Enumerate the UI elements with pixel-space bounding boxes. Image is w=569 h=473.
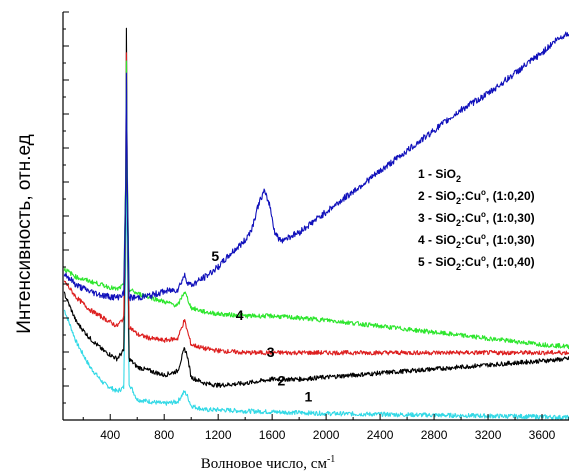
y-axis-label: Интенсивность, отн.ед: [14, 134, 35, 333]
series-4-line: [63, 60, 569, 350]
legend-entry-subscript: 2: [456, 196, 461, 206]
legend-entry-prefix: 4 - SiO: [418, 233, 456, 247]
series-group: [63, 27, 569, 421]
legend-entry-2: 2 - SiO2:Cuo, (1:0,20): [418, 188, 535, 206]
legend-entry-dopant: :Cu: [461, 211, 481, 225]
legend-entry-subscript: 2: [456, 174, 461, 184]
legend-entry-superscript: o: [481, 232, 486, 241]
curve-label-1: 1: [305, 389, 313, 405]
legend-entry-dopant: :Cu: [461, 189, 481, 203]
legend-entry-superscript: o: [481, 188, 486, 197]
legend-entry-1: 1 - SiO2: [418, 167, 461, 184]
x-tick-label: 3200: [475, 428, 502, 442]
legend-entry-5: 5 - SiO2:Cuo, (1:0,40): [418, 254, 535, 272]
x-tick-label: 1600: [259, 428, 286, 442]
series-5-line: [63, 31, 569, 302]
legend-entry-subscript: 2: [456, 218, 461, 228]
curve-label-3: 3: [267, 344, 275, 360]
x-tick-label: 3600: [529, 428, 556, 442]
x-tick-label: 400: [100, 428, 120, 442]
x-axis-label-superscript: -1: [327, 454, 335, 465]
series-3-line: [63, 52, 569, 356]
legend-entry-superscript: o: [481, 210, 486, 219]
x-tick-label: 2000: [313, 428, 340, 442]
x-tick-label: 2400: [367, 428, 394, 442]
legend-entry-ratio: , (1:0,20): [486, 189, 535, 203]
legend-entry-prefix: 2 - SiO: [418, 189, 456, 203]
legend-entry-3: 3 - SiO2:Cuo, (1:0,30): [418, 210, 535, 228]
curve-label-2: 2: [278, 372, 286, 388]
x-tick-label: 1200: [205, 428, 232, 442]
series-1-line: [63, 93, 569, 421]
legend-entry-prefix: 1 - SiO: [418, 167, 456, 181]
curve-label-4: 4: [236, 307, 244, 323]
axis-ticks: 400 800 1200 1600 2000 2400 2800 3200 3600: [63, 11, 569, 442]
legend-entry-superscript: o: [481, 254, 486, 263]
series-2-line: [63, 27, 569, 388]
legend-entry-prefix: 5 - SiO: [418, 255, 456, 269]
x-tick-label: 800: [154, 428, 174, 442]
legend-entry-4: 4 - SiO2:Cuo, (1:0,30): [418, 232, 535, 250]
legend-entry-dopant: :Cu: [461, 233, 481, 247]
legend-entry-dopant: :Cu: [461, 255, 481, 269]
legend-entry-subscript: 2: [456, 240, 461, 250]
legend-entry-ratio: , (1:0,30): [486, 211, 535, 225]
x-axis-label-text: Волновое число, см: [201, 456, 328, 472]
legend-entry-ratio: , (1:0,40): [486, 255, 535, 269]
legend-entry-subscript: 2: [456, 262, 461, 272]
x-axis-label: Волновое число, см-1: [201, 454, 336, 472]
curve-label-5: 5: [211, 248, 219, 264]
legend-entry-ratio: , (1:0,30): [486, 233, 535, 247]
legend-entry-prefix: 3 - SiO: [418, 211, 456, 225]
x-tick-label: 2800: [421, 428, 448, 442]
